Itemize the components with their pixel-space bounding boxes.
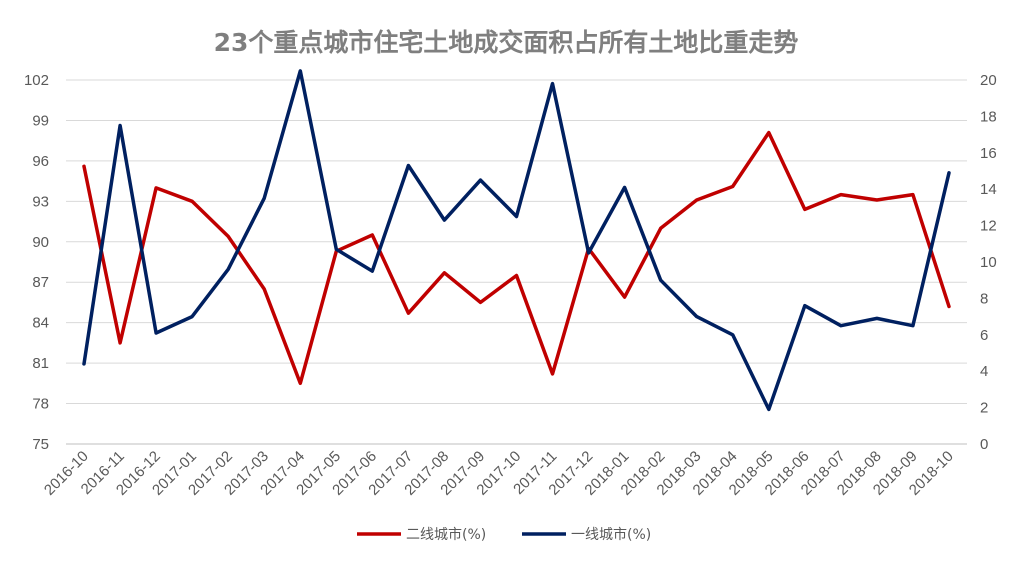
- series-lines: [82, 69, 951, 412]
- legend-label: 二线城市(%): [406, 526, 486, 543]
- y-right-tick-label: 20: [980, 72, 997, 89]
- y-right-tick-label: 0: [980, 436, 988, 453]
- gridlines: [66, 79, 967, 445]
- y-left-tick-label: 81: [32, 355, 49, 372]
- y-left-tick-label: 75: [32, 436, 49, 453]
- y-right-tick-label: 16: [980, 145, 997, 162]
- y-right-tick-label: 2: [980, 400, 988, 417]
- right-y-axis: 0 2 4 6 8 10 12 14 16 18 20: [980, 72, 997, 453]
- series-line-1: [82, 130, 951, 386]
- y-right-tick-label: 4: [980, 363, 988, 380]
- y-left-tick-label: 87: [32, 274, 49, 291]
- y-left-tick-label: 96: [32, 153, 49, 170]
- y-left-tick-label: 102: [24, 72, 49, 89]
- y-right-tick-label: 6: [980, 327, 988, 344]
- x-axis: 2016-102016-112016-122017-012017-022017-…: [41, 443, 967, 499]
- legend: 二线城市(%) 一线城市(%): [357, 526, 651, 543]
- y-left-tick-label: 78: [32, 396, 49, 413]
- chart-title: 23个重点城市住宅土地成交面积占所有土地比重走势: [214, 28, 799, 57]
- y-left-tick-label: 90: [32, 234, 49, 251]
- y-right-tick-label: 14: [980, 181, 997, 198]
- left-y-axis: 75 78 81 84 87 90 93 96 99 102: [24, 72, 49, 453]
- y-right-tick-label: 10: [980, 254, 997, 271]
- y-right-tick-label: 12: [980, 218, 997, 235]
- y-left-tick-label: 84: [32, 315, 49, 332]
- y-left-tick-label: 99: [32, 112, 49, 129]
- series-line-2: [82, 69, 951, 412]
- y-left-tick-label: 93: [32, 193, 49, 210]
- legend-label: 一线城市(%): [571, 526, 651, 543]
- y-right-tick-label: 8: [980, 290, 988, 307]
- y-right-tick-label: 18: [980, 108, 997, 125]
